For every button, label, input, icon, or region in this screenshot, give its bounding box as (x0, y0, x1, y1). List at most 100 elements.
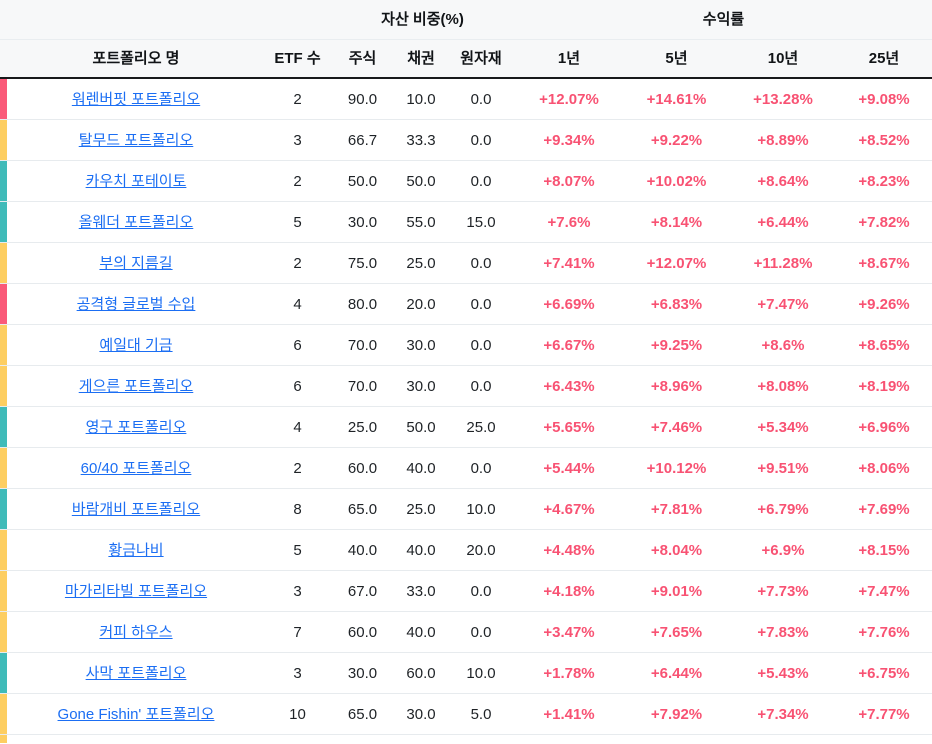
portfolio-link[interactable]: 탈무드 포트폴리오 (78, 131, 194, 149)
stock-weight-cell: 40.0 (347, 541, 378, 559)
portfolio-link[interactable]: 카우치 포테이토 (85, 172, 187, 190)
etf-count-cell: 2 (293, 459, 302, 477)
return-25y-cell: +8.65% (858, 336, 910, 354)
portfolio-name-cell: 영구 포트폴리오 (7, 407, 265, 447)
return-1y-cell: +7.41% (543, 254, 595, 272)
return-10y-cell: +5.43% (757, 664, 809, 682)
return-10y-cell: +7.47% (757, 295, 809, 313)
column-header-commodity: 원자재 (460, 50, 502, 67)
table-row-partial (0, 735, 932, 743)
column-header-portfolio-name: 포트폴리오 명 (92, 50, 180, 67)
bond-weight-cell: 33.3 (406, 131, 436, 149)
return-5y-cell: +10.02% (646, 172, 707, 190)
bond-weight-cell: 33.0 (406, 582, 436, 600)
return-5y-cell: +10.12% (646, 459, 707, 477)
bond-weight-cell: 30.0 (406, 377, 436, 395)
etf-count-cell: 4 (293, 418, 302, 436)
return-25y-cell: +8.15% (858, 541, 910, 559)
row-color-bar (0, 571, 7, 611)
bond-weight-cell: 30.0 (406, 705, 436, 723)
portfolio-link[interactable]: 부의 지름길 (99, 254, 173, 272)
return-5y-cell: +9.01% (650, 582, 703, 600)
return-25y-cell: +8.52% (858, 131, 910, 149)
table-row: 공격형 글로벌 수입 4 80.0 20.0 0.0 +6.69% +6.83% +7.47%… (0, 284, 932, 325)
return-1y-cell: +12.07% (539, 90, 599, 108)
return-10y-cell: +5.34% (757, 418, 809, 436)
portfolio-link[interactable]: 게으른 포트폴리오 (78, 377, 194, 395)
portfolio-name-cell: 바람개비 포트폴리오 (7, 489, 265, 529)
stock-weight-cell: 90.0 (347, 90, 378, 108)
portfolio-link[interactable]: 공격형 글로벌 수입 (76, 295, 196, 313)
portfolio-name-cell: 게으른 포트폴리오 (7, 366, 265, 406)
portfolio-name-cell: 마가리타빌 포트폴리오 (7, 571, 265, 611)
return-10y-cell: +6.44% (757, 213, 809, 231)
return-25y-cell: +9.26% (858, 295, 910, 313)
return-5y-cell: +6.83% (650, 295, 703, 313)
return-10y-cell: +8.89% (757, 131, 809, 149)
table-column-header-row: 포트폴리오 명 ETF 수 주식 채권 원자재 1년 5년 10년 25년 (0, 40, 932, 79)
portfolio-name-cell: 워렌버핏 포트폴리오 (7, 79, 265, 119)
commodity-weight-cell: 15.0 (466, 213, 496, 231)
portfolio-link[interactable]: 마가리타빌 포트폴리오 (64, 582, 208, 600)
return-1y-cell: +4.48% (543, 541, 595, 559)
return-25y-cell: +8.06% (858, 459, 910, 477)
stock-weight-cell: 60.0 (347, 459, 378, 477)
portfolio-link[interactable]: 바람개비 포트폴리오 (71, 500, 201, 518)
commodity-weight-cell: 0.0 (470, 623, 492, 641)
row-color-bar (0, 243, 7, 283)
return-5y-cell: +14.61% (646, 90, 707, 108)
return-10y-cell: +7.73% (757, 582, 809, 600)
commodity-weight-cell: 0.0 (470, 336, 492, 354)
table-row: 올웨더 포트폴리오 5 30.0 55.0 15.0 +7.6% +8.14% +6.44% +… (0, 202, 932, 243)
portfolio-link[interactable]: Gone Fishin' 포트폴리오 (57, 705, 215, 723)
table-row: 바람개비 포트폴리오 8 65.0 25.0 10.0 +4.67% +7.81% +6.79… (0, 489, 932, 530)
portfolio-link[interactable]: 황금나비 (108, 541, 164, 559)
portfolio-link[interactable]: 커피 하우스 (99, 623, 173, 641)
etf-count-cell: 3 (293, 131, 302, 149)
return-10y-cell: +6.79% (757, 500, 809, 518)
row-color-bar (0, 489, 7, 529)
stock-weight-cell: 66.7 (347, 131, 378, 149)
stock-weight-cell: 70.0 (347, 377, 378, 395)
table-group-header-row: 자산 비중(%) 수익률 (0, 0, 932, 40)
portfolio-name-cell: 올웨더 포트폴리오 (7, 202, 265, 242)
portfolio-link[interactable]: 워렌버핏 포트폴리오 (71, 90, 201, 108)
bond-weight-cell: 30.0 (406, 336, 436, 354)
commodity-weight-cell: 10.0 (466, 500, 496, 518)
portfolio-link[interactable]: 올웨더 포트폴리오 (78, 213, 194, 231)
column-header-etf-count: ETF 수 (274, 50, 321, 67)
column-header-10y: 10년 (767, 50, 799, 67)
return-5y-cell: +12.07% (646, 254, 707, 272)
return-5y-cell: +8.14% (650, 213, 703, 231)
portfolio-link[interactable]: 사막 포트폴리오 (85, 664, 187, 682)
etf-count-cell: 2 (293, 172, 302, 190)
portfolio-link[interactable]: 60/40 포트폴리오 (80, 459, 192, 477)
stock-weight-cell: 50.0 (347, 172, 378, 190)
row-color-bar (0, 284, 7, 324)
portfolio-link[interactable]: 예일대 기금 (99, 336, 173, 354)
row-color-bar (0, 612, 7, 652)
table-body: 워렌버핏 포트폴리오 2 90.0 10.0 0.0 +12.07% +14.61% +13.… (0, 79, 932, 735)
bond-weight-cell: 25.0 (406, 500, 436, 518)
table-row: 커피 하우스 7 60.0 40.0 0.0 +3.47% +7.65% +7.83% +7.7… (0, 612, 932, 653)
return-1y-cell: +5.44% (543, 459, 595, 477)
column-header-stock: 주식 (348, 50, 377, 67)
commodity-weight-cell: 0.0 (470, 377, 492, 395)
table-row: 카우치 포테이토 2 50.0 50.0 0.0 +8.07% +10.02% +8.64% +… (0, 161, 932, 202)
table-row: 게으른 포트폴리오 6 70.0 30.0 0.0 +6.43% +8.96% +8.08% +… (0, 366, 932, 407)
row-color-bar (0, 530, 7, 570)
etf-count-cell: 6 (293, 336, 302, 354)
group-header-asset-weights: 자산 비중(%) (381, 11, 464, 28)
return-5y-cell: +6.44% (650, 664, 703, 682)
portfolio-name-cell: 60/40 포트폴리오 (7, 448, 265, 488)
portfolio-link[interactable]: 영구 포트폴리오 (85, 418, 187, 436)
bond-weight-cell: 50.0 (406, 172, 436, 190)
table-row: 60/40 포트폴리오 2 60.0 40.0 0.0 +5.44% +10.12% +9.5… (0, 448, 932, 489)
commodity-weight-cell: 20.0 (466, 541, 496, 559)
stock-weight-cell: 25.0 (347, 418, 378, 436)
return-10y-cell: +6.9% (761, 541, 805, 559)
bond-weight-cell: 40.0 (406, 459, 436, 477)
etf-count-cell: 10 (289, 705, 306, 723)
row-color-bar (0, 735, 7, 743)
etf-count-cell: 3 (293, 582, 302, 600)
